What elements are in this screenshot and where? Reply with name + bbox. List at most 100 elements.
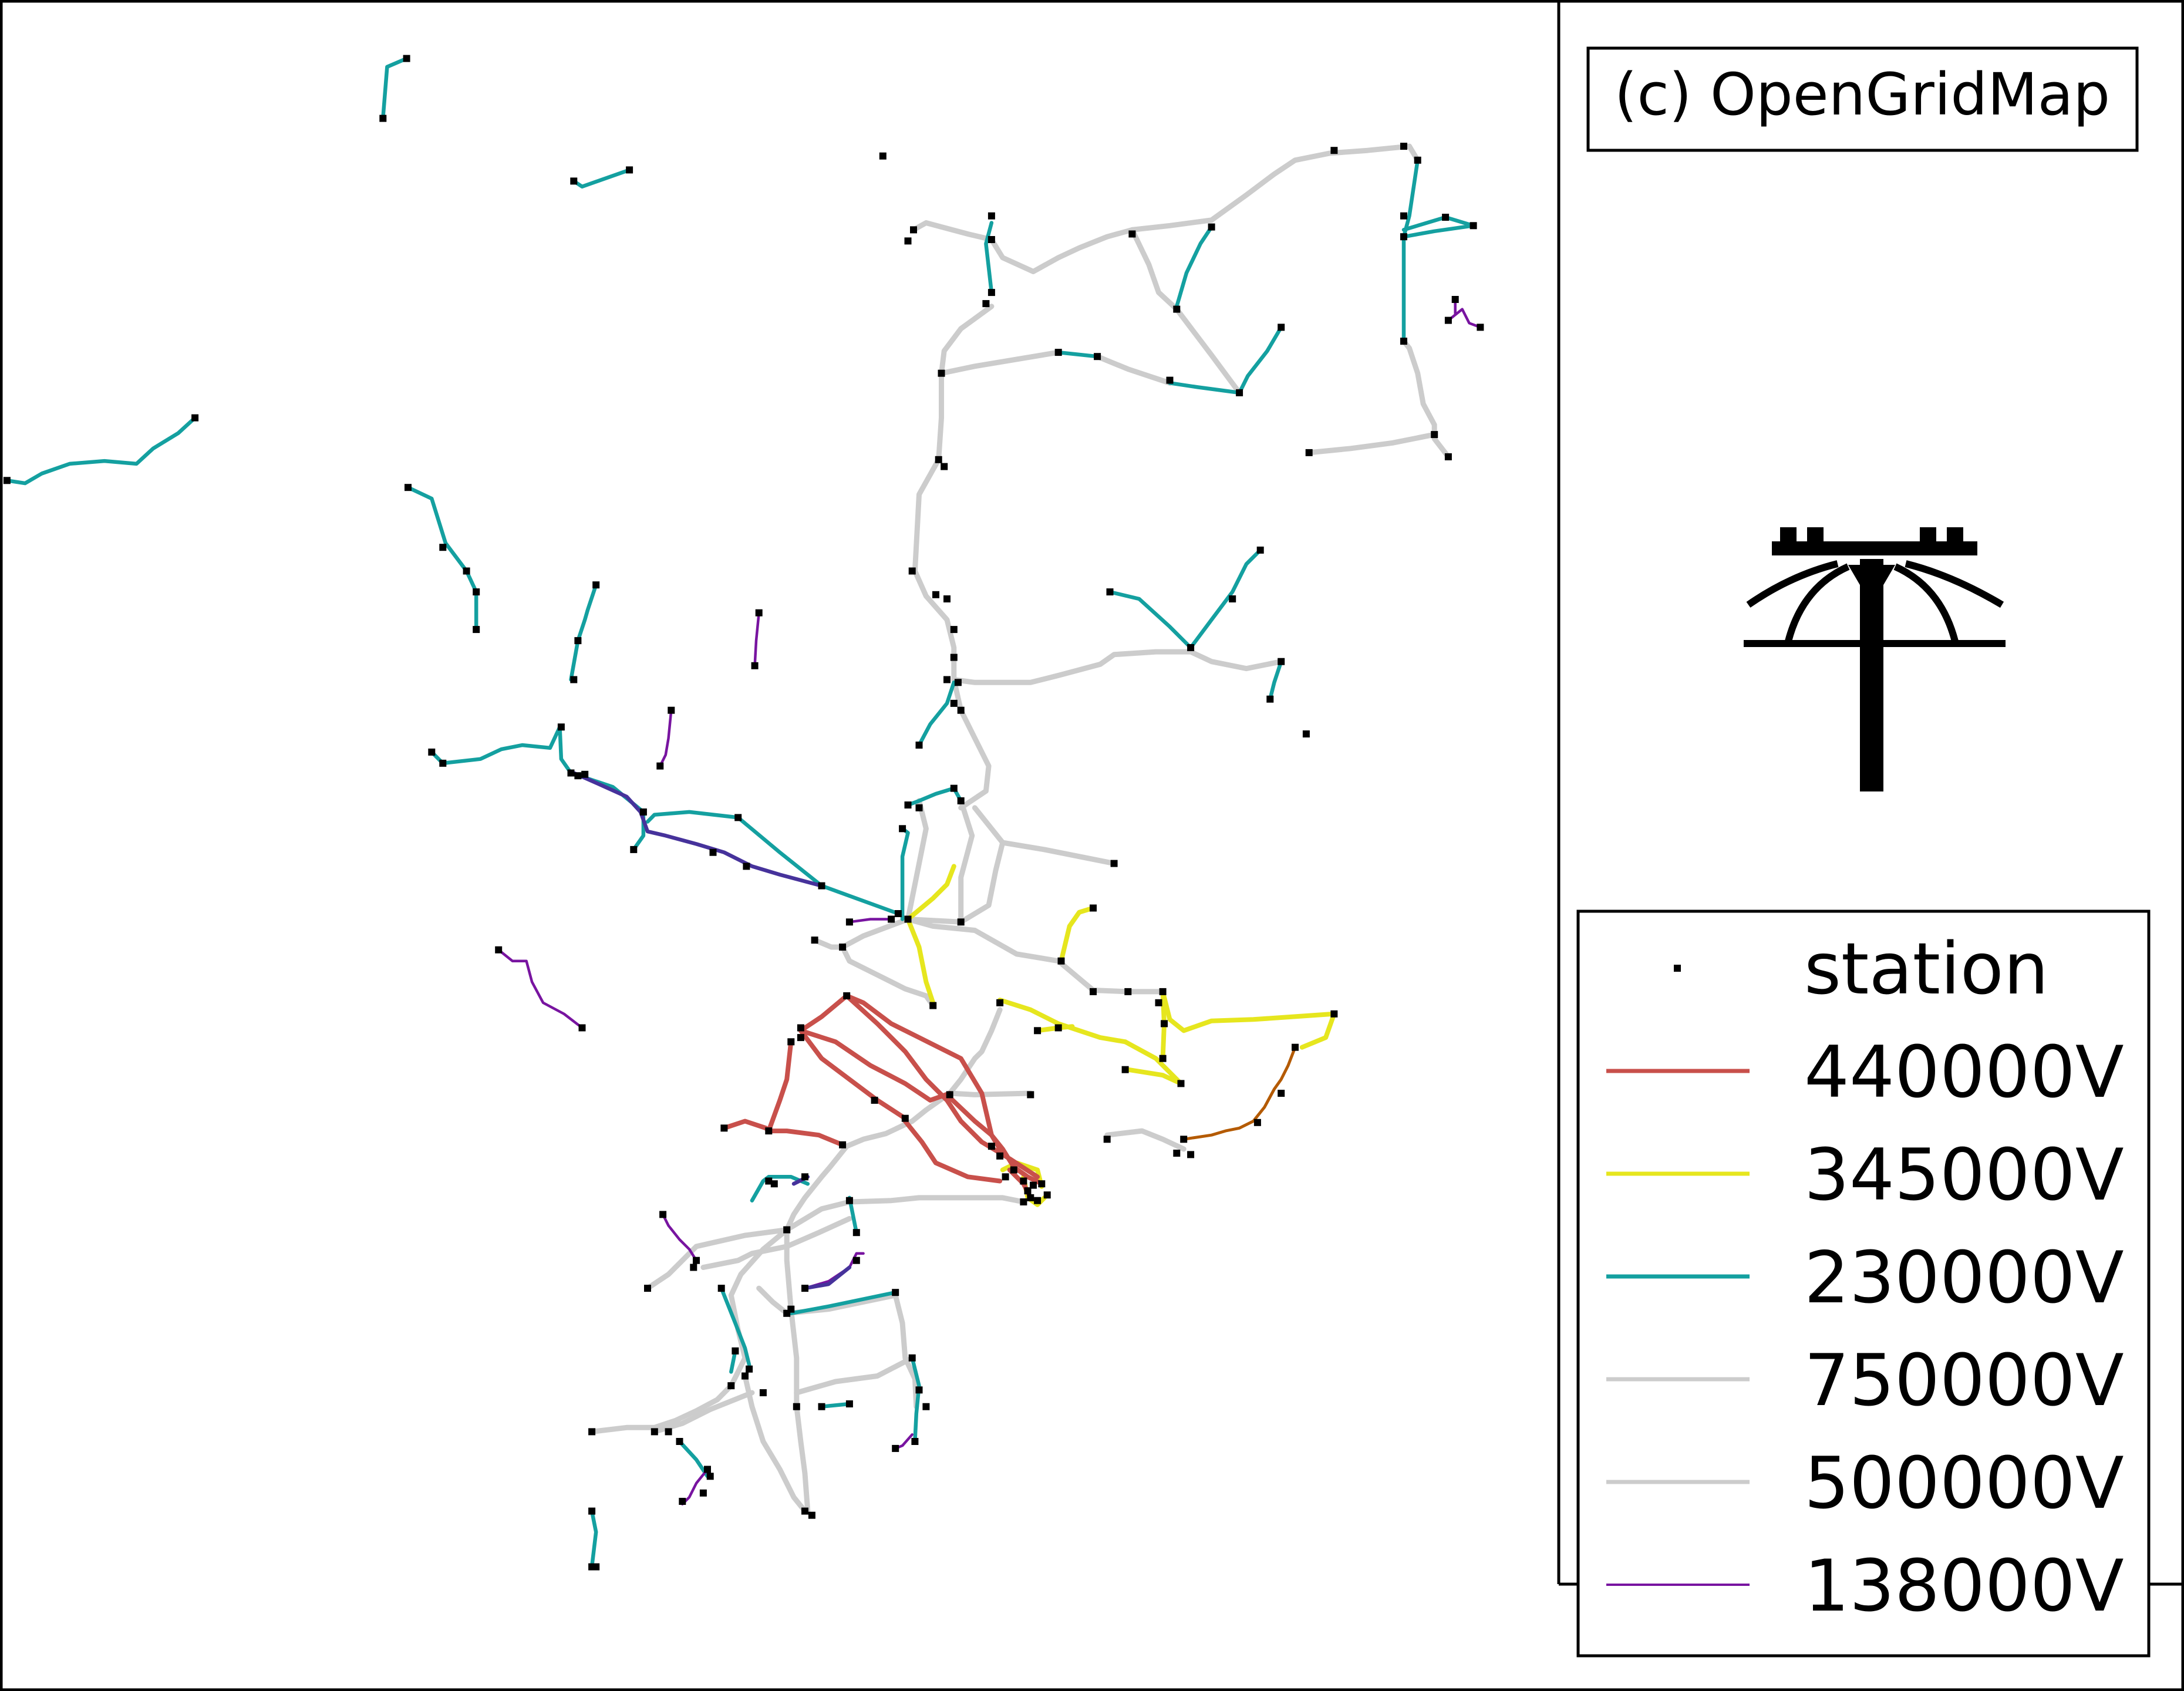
legend-station: station	[1674, 928, 2048, 1010]
station-marker	[588, 1507, 596, 1515]
power-line	[1188, 548, 1262, 650]
station-marker	[1305, 449, 1313, 456]
station-marker	[899, 825, 906, 833]
station-marker	[630, 846, 638, 853]
legend-label: 750000V	[1804, 1339, 2124, 1422]
station-marker	[570, 676, 578, 683]
power-line	[798, 993, 850, 1033]
power-line	[1129, 217, 1215, 233]
power-line	[569, 582, 598, 682]
station-marker	[570, 177, 578, 185]
power-line	[939, 349, 1061, 376]
station-marker	[1444, 453, 1452, 460]
power-line	[750, 1175, 810, 1202]
power-line	[840, 944, 936, 1009]
station-marker	[1034, 1197, 1042, 1204]
power-line	[905, 798, 929, 922]
attribution-text: (c) OpenGridMap	[1615, 61, 2110, 129]
power-line	[766, 1039, 794, 1134]
station-marker	[797, 1024, 804, 1032]
power-line	[784, 1195, 1026, 1232]
station-marker	[1400, 143, 1407, 150]
station-marker	[1330, 1010, 1338, 1018]
station-marker	[843, 992, 851, 999]
station-marker	[626, 166, 633, 174]
station-marker	[922, 1403, 930, 1410]
power-line	[798, 1028, 952, 1103]
power-line	[905, 864, 956, 922]
power-line	[659, 709, 673, 767]
station-marker	[693, 1257, 700, 1264]
power-lines	[5, 56, 1482, 1569]
station-marker	[732, 1347, 739, 1355]
legend-label: 345000V	[1804, 1134, 2124, 1217]
station-marker	[957, 797, 965, 804]
legend-label: 440000V	[1804, 1031, 2124, 1114]
legend-station-label: station	[1804, 928, 2048, 1010]
station-marker	[871, 1096, 878, 1104]
station-marker	[1470, 222, 1477, 230]
power-line	[678, 1439, 710, 1478]
station-marker	[904, 237, 912, 245]
station-marker	[1155, 999, 1162, 1006]
station-marker	[894, 910, 902, 917]
power-line	[951, 649, 1284, 685]
station-marker	[839, 1141, 847, 1148]
station-marker	[1173, 1150, 1181, 1157]
station-marker	[915, 1386, 923, 1394]
power-line	[756, 1285, 790, 1316]
power-line	[645, 1227, 790, 1291]
station-marker	[818, 1403, 825, 1410]
station-marker	[1451, 296, 1459, 303]
power-line	[910, 1356, 921, 1444]
power-line	[1104, 1128, 1187, 1152]
power-line	[784, 1292, 919, 1410]
power-line	[589, 1509, 598, 1569]
power-line	[840, 917, 911, 950]
station-marker	[908, 567, 916, 575]
power-line	[789, 1290, 898, 1316]
station-marker	[1431, 431, 1438, 439]
station-marker	[706, 1473, 714, 1480]
station-marker	[904, 915, 912, 923]
power-line	[947, 1007, 1003, 1096]
station-marker	[699, 1489, 707, 1497]
power-line	[1182, 1046, 1297, 1141]
station-marker	[651, 1428, 658, 1436]
station-marker	[403, 55, 410, 62]
power-line	[912, 304, 995, 811]
power-line	[1175, 225, 1214, 309]
station-marker	[845, 1400, 853, 1407]
power-line	[719, 1286, 751, 1367]
station-marker	[987, 236, 995, 243]
station-marker	[1103, 1136, 1111, 1143]
stations	[3, 55, 1484, 1571]
station-marker	[704, 1466, 711, 1473]
power-line	[1094, 353, 1172, 386]
station-marker	[1442, 214, 1450, 221]
station-marker	[929, 1002, 937, 1009]
legend-label: 230000V	[1804, 1237, 2124, 1319]
station-marker	[644, 1285, 651, 1292]
power-line	[989, 227, 1135, 274]
station-marker	[932, 591, 939, 598]
station-marker	[845, 1197, 853, 1204]
station-marker	[797, 1034, 804, 1042]
station-marker	[911, 1438, 919, 1445]
power-line	[5, 416, 197, 486]
power-line	[1447, 308, 1482, 329]
station-marker	[787, 1038, 795, 1046]
legend-entry: 500000V	[1606, 1442, 2124, 1525]
station-marker	[1106, 588, 1114, 596]
power-line	[803, 1265, 852, 1291]
station-marker	[765, 1177, 773, 1185]
station-marker	[1038, 1180, 1046, 1188]
power-line	[1000, 1160, 1044, 1189]
power-line	[1306, 432, 1437, 456]
station-marker	[679, 1498, 686, 1505]
station-marker	[639, 808, 647, 816]
station-marker	[578, 1024, 586, 1032]
station-marker	[463, 567, 470, 575]
station-marker	[892, 1289, 899, 1296]
